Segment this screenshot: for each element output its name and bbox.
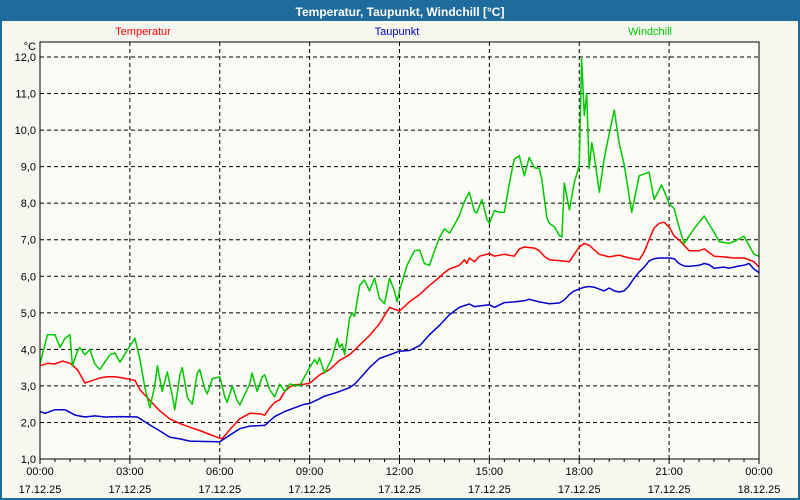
series-windchill	[39, 58, 760, 411]
legend-item-temperatur: Temperatur	[115, 26, 171, 38]
window-titlebar: Temperatur, Taupunkt, Windchill [°C]	[2, 2, 798, 21]
y-tick-label: 5,0	[21, 308, 36, 320]
x-tick-date: 17.12.25	[648, 484, 691, 496]
x-tick-date: 17.12.25	[558, 484, 601, 496]
legend-item-windchill: Windchill	[627, 26, 673, 38]
x-tick-time: 03:00	[116, 466, 144, 478]
x-tick-time: 00:00	[26, 466, 54, 478]
series-taupunkt	[39, 257, 760, 443]
x-tick-time: 09:00	[296, 466, 324, 478]
x-tick-date: 17.12.25	[288, 484, 331, 496]
y-tick-label: 7,0	[21, 235, 36, 247]
x-tick-date: 18.12.25	[738, 484, 781, 496]
x-tick-date: 17.12.25	[468, 484, 511, 496]
y-tick-label: 9,0	[21, 162, 36, 174]
series-temperatur	[39, 221, 760, 440]
x-tick-date: 17.12.25	[198, 484, 241, 496]
y-tick-label: 2,0	[21, 417, 36, 429]
y-tick-label: 11,0	[15, 89, 36, 101]
y-tick-label: 4,0	[21, 344, 36, 356]
x-tick-time: 21:00	[655, 466, 683, 478]
x-tick-time: 06:00	[206, 466, 234, 478]
y-tick-label: 3,0	[21, 381, 36, 393]
plot-background	[40, 42, 759, 459]
y-tick-label: 6,0	[21, 271, 36, 283]
x-tick-time: 12:00	[386, 466, 414, 478]
y-tick-label: 8,0	[21, 198, 36, 210]
x-tick-date: 17.12.25	[19, 484, 62, 496]
window-title: Temperatur, Taupunkt, Windchill [°C]	[295, 4, 505, 19]
y-tick-label: 10,0	[15, 125, 36, 137]
legend-item-taupunkt: Taupunkt	[374, 26, 420, 38]
x-tick-time: 00:00	[745, 466, 773, 478]
y-tick-label: 12,0	[15, 52, 36, 64]
y-tick-label: 1,0	[21, 454, 36, 466]
x-tick-date: 17.12.25	[108, 484, 151, 496]
y-axis-unit-label: °C	[24, 41, 36, 53]
x-tick-time: 15:00	[476, 466, 504, 478]
x-tick-date: 17.12.25	[378, 484, 421, 496]
x-tick-time: 18:00	[565, 466, 593, 478]
